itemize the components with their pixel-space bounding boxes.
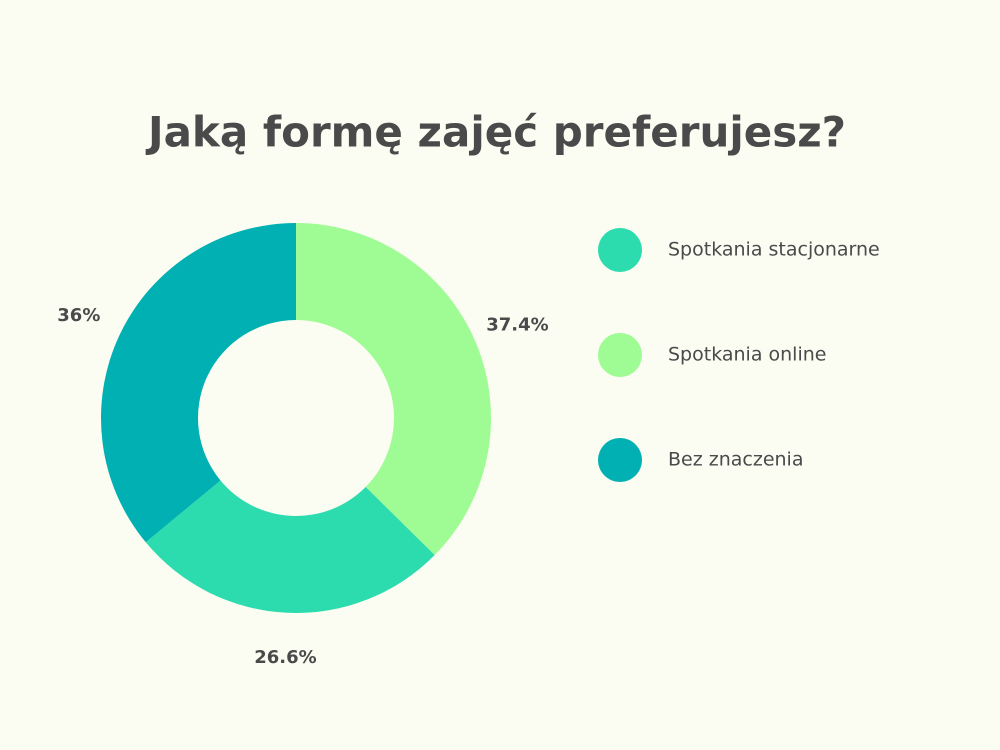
- donut-slice: [100, 223, 296, 543]
- legend-swatch: [598, 228, 642, 272]
- donut-slice: [296, 223, 492, 556]
- legend-swatch: [598, 438, 642, 482]
- value-label: 36%: [57, 305, 100, 326]
- legend-swatch: [598, 333, 642, 377]
- legend-label: Spotkania online: [668, 344, 826, 366]
- legend-label: Bez znaczenia: [668, 449, 803, 471]
- chart-title: Jaką formę zajęć preferujesz?: [145, 108, 846, 157]
- donut-slice: [145, 480, 435, 613]
- value-label: 26.6%: [254, 647, 316, 668]
- value-label: 37.4%: [486, 314, 548, 335]
- legend-label: Spotkania stacjonarne: [668, 239, 880, 261]
